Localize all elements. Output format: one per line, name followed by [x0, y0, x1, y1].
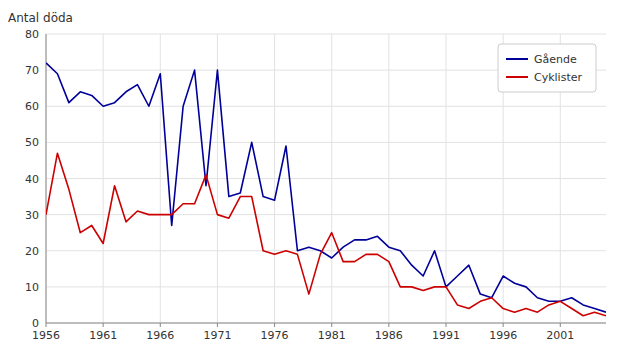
x-tick-label: 1976: [261, 329, 289, 342]
y-grid-line: [46, 286, 606, 287]
series-line: [46, 153, 606, 316]
y-tick-label: 20: [25, 245, 39, 258]
y-grid-line: [46, 214, 606, 215]
x-tick: [560, 323, 561, 327]
x-tick: [274, 323, 275, 327]
legend-label: Gående: [534, 53, 577, 66]
lines: [46, 63, 606, 316]
y-tick-label: 60: [25, 100, 39, 113]
legend-swatch: [506, 58, 528, 60]
y-tick-label: 10: [25, 281, 39, 294]
y-grid-line: [46, 323, 606, 324]
x-tick: [46, 323, 47, 327]
grid: [46, 34, 606, 323]
x-grid-line: [388, 34, 389, 323]
y-grid-line: [46, 106, 606, 107]
x-tick: [217, 323, 218, 327]
y-axis: 0 10 20 30 40 50 60 70 80: [25, 28, 39, 330]
series-line: [46, 63, 606, 312]
x-tick: [388, 323, 389, 327]
y-grid-line: [46, 250, 606, 251]
x-axis-line: [46, 323, 606, 324]
x-tick-label: 2001: [546, 329, 574, 342]
x-tick-label: 1961: [89, 329, 117, 342]
y-tick-label: 30: [25, 209, 39, 222]
y-tick-label: 0: [32, 317, 39, 330]
x-tick-label: 1956: [32, 329, 60, 342]
y-grid-line: [46, 178, 606, 179]
x-tick-label: 1966: [146, 329, 174, 342]
y-tick-label: 80: [25, 28, 39, 41]
legend-box: [498, 44, 596, 92]
legend: Gående Cyklister: [498, 44, 596, 92]
x-tick-label: 1971: [203, 329, 231, 342]
legend-swatch: [506, 76, 528, 78]
x-tick-label: 1991: [432, 329, 460, 342]
y-tick-label: 50: [25, 136, 39, 149]
x-tick-label: 1981: [318, 329, 346, 342]
x-grid-line: [274, 34, 275, 323]
x-tick-label: 1986: [375, 329, 403, 342]
x-tick: [331, 323, 332, 327]
y-tick-label: 70: [25, 64, 39, 77]
legend-label: Cyklister: [534, 71, 582, 84]
y-axis-label: Antal döda: [8, 11, 73, 25]
y-grid-line: [46, 34, 606, 35]
x-axis: 1956 1961 1966 1971 1976 1981 1986 1991 1996 2001: [32, 323, 574, 342]
y-tick-label: 40: [25, 173, 39, 186]
x-grid-line: [103, 34, 104, 323]
x-tick-label: 1996: [489, 329, 517, 342]
x-grid-line: [46, 34, 47, 323]
x-tick: [160, 323, 161, 327]
y-grid-line: [46, 142, 606, 143]
x-grid-line: [446, 34, 447, 323]
x-grid-line: [331, 34, 332, 323]
x-tick: [446, 323, 447, 327]
x-tick: [503, 323, 504, 327]
chart: 1956196119661971197619811986199119962001…: [0, 0, 624, 353]
x-tick: [103, 323, 104, 327]
y-axis-line: [46, 34, 47, 323]
